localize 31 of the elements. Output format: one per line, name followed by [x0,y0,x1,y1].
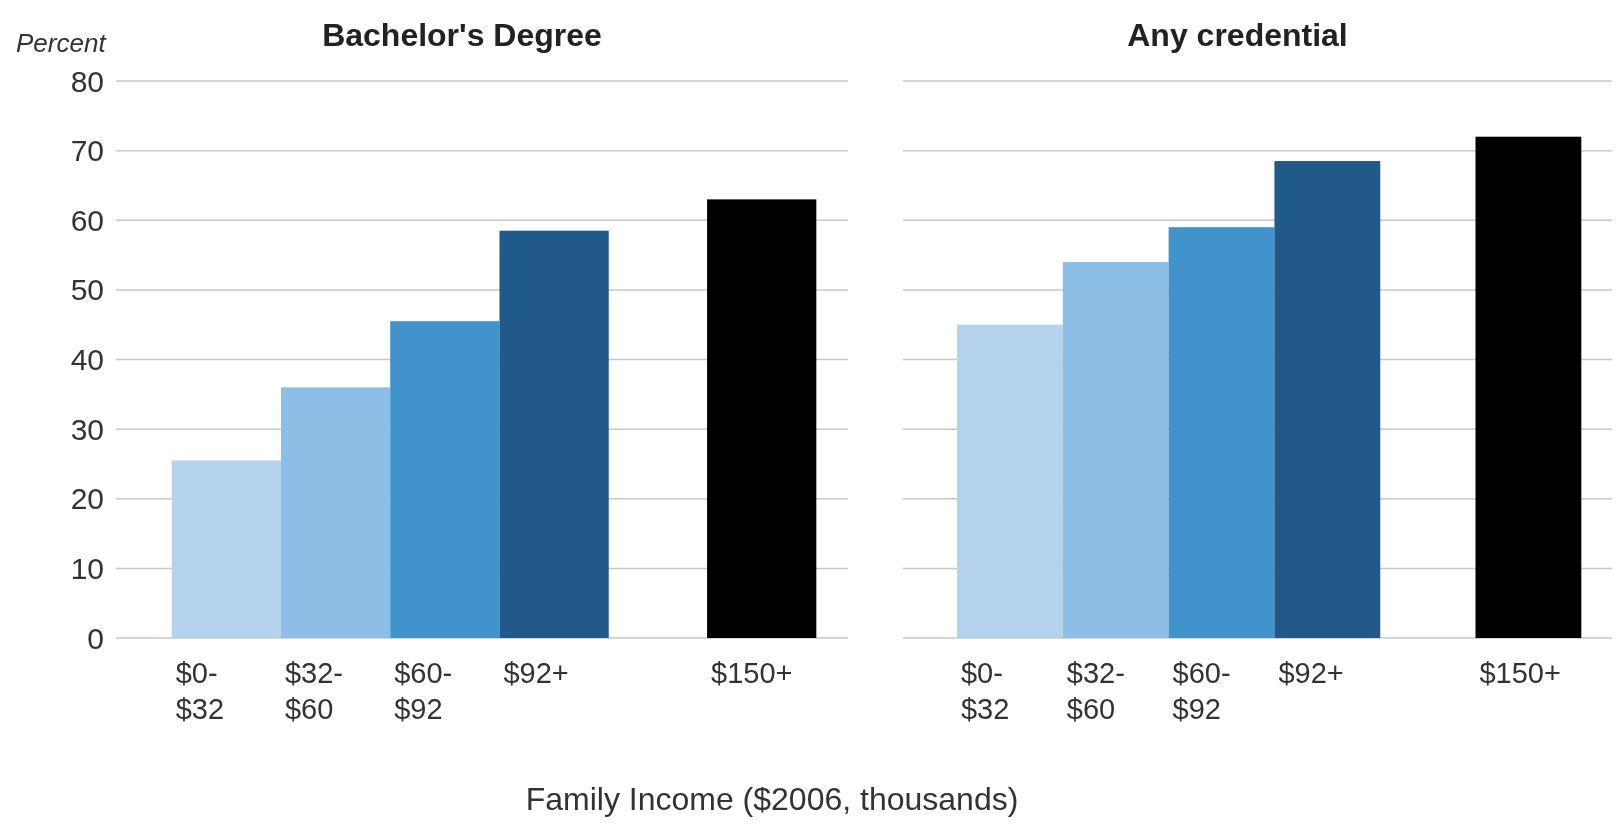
x-tick-label: $0-$32 [960,657,1010,725]
x-tick-label: $92+ [1278,657,1344,689]
y-tick-label: 20 [70,482,104,516]
y-tick-label: 50 [70,273,104,307]
x-tick-label: $32-$60 [1066,657,1125,725]
y-tick-label: 80 [70,64,104,98]
x-tick-label: $92+ [503,657,569,689]
bar [390,321,500,638]
y-tick-label: 30 [70,412,104,446]
x-tick-label: $0-$32 [175,657,225,725]
bar [499,230,609,638]
x-tick-label: $32-$60 [284,657,344,725]
x-axis-title: Family Income ($2006, thousands) [525,781,1019,817]
x-tick-label: $60-$92 [394,657,453,725]
bar [1062,262,1169,638]
y-tick-label: 60 [70,203,104,237]
y-tick-label: 70 [70,134,104,168]
chart-title: Any credential [1127,17,1348,53]
bar [171,460,281,638]
y-tick-label: 10 [70,551,104,585]
x-tick-label: $150+ [1479,657,1561,689]
y-tick-label: 40 [70,343,104,376]
x-tick-label: $150+ [711,657,793,689]
bar [280,387,391,638]
x-tick-label: $60-$92 [1172,657,1231,725]
chart-title: Bachelor's Degree [322,17,602,53]
bar [1168,227,1275,638]
bar [1274,161,1381,638]
y-tick-label: 0 [87,621,104,655]
y-axis-title: Percent [16,28,108,58]
bar [956,324,1063,638]
